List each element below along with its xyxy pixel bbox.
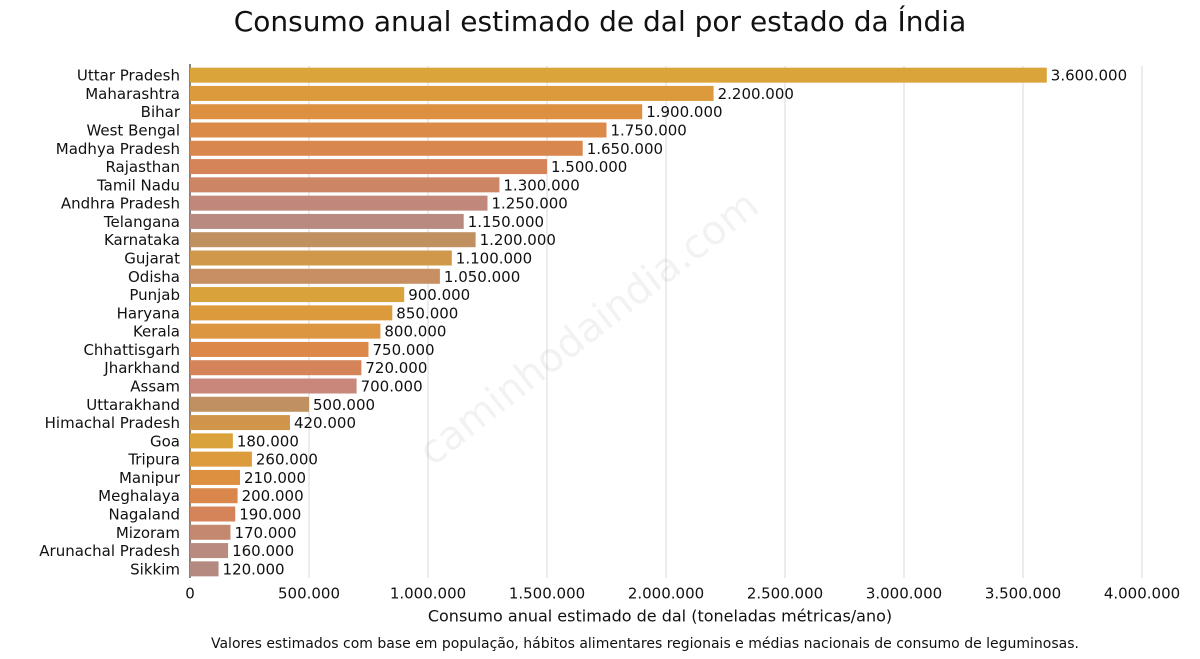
y-tick-label: Maharashtra [85,85,180,103]
x-tick-label: 2.500.000 [747,585,823,603]
bar [190,104,643,120]
y-tick-label: Tripura [127,451,180,469]
chart-title: Consumo anual estimado de dal por estado… [234,4,967,38]
bar [190,250,452,266]
bar [190,341,369,357]
y-tick-label: Odisha [128,268,180,286]
bar [190,543,229,559]
x-tick-label: 0 [185,585,195,603]
y-tick-label: Gujarat [124,250,180,268]
bar [190,195,488,211]
y-tick-label: Jharkhand [103,359,180,377]
y-tick-label: Haryana [117,304,180,322]
value-label: 120.000 [223,560,285,578]
bar [190,140,583,156]
bar [190,85,714,101]
value-label: 2.200.000 [718,85,794,103]
y-tick-label: Arunachal Pradesh [39,542,180,560]
y-tick-label: Kerala [133,323,180,341]
x-tick-label: 500.000 [278,585,340,603]
value-label: 1.200.000 [480,231,556,249]
bar [190,122,607,138]
bar [190,378,357,394]
value-label: 260.000 [256,451,318,469]
bar [190,433,233,449]
y-tick-label: Uttarakhand [86,396,180,414]
y-tick-label: Punjab [129,286,180,304]
value-label: 1.150.000 [468,213,544,231]
x-tick-label: 3.500.000 [985,585,1061,603]
value-label: 800.000 [384,323,446,341]
value-label: 420.000 [294,414,356,432]
value-label: 1.300.000 [503,176,579,194]
y-tick-label: Himachal Pradesh [45,414,180,432]
bar [190,415,290,431]
bar [190,488,238,504]
value-label: 200.000 [242,487,304,505]
bar [190,213,464,229]
bar [190,232,476,248]
bar [190,159,547,175]
bar [190,524,231,540]
value-label: 3.600.000 [1051,67,1127,85]
bar [190,469,240,485]
y-tick-label: Rajasthan [105,158,180,176]
bar [190,506,236,522]
bar [190,305,393,321]
value-label: 160.000 [232,542,294,560]
y-tick-label: West Bengal [86,122,180,140]
y-tick-label: Sikkim [130,560,180,578]
y-tick-label: Karnataka [104,231,180,249]
value-label: 170.000 [234,524,296,542]
value-label: 190.000 [239,506,301,524]
y-tick-label: Meghalaya [98,487,180,505]
bar [190,561,219,577]
bar [190,177,500,193]
bar [190,360,362,376]
y-tick-label: Uttar Pradesh [77,67,180,85]
x-tick-label: 1.500.000 [509,585,585,603]
x-tick-label: 1.000.000 [390,585,466,603]
bar [190,268,440,284]
x-tick-label: 2.000.000 [628,585,704,603]
bar [190,451,252,467]
value-label: 1.250.000 [492,195,568,213]
y-tick-label: Andhra Pradesh [61,195,180,213]
bar [190,396,309,412]
y-tick-label: Mizoram [116,524,180,542]
y-tick-label: Bihar [141,103,181,121]
value-label: 1.750.000 [611,122,687,140]
y-tick-label: Telangana [103,213,180,231]
value-label: 850.000 [396,304,458,322]
value-label: 1.500.000 [551,158,627,176]
y-tick-label: Madhya Pradesh [56,140,180,158]
bar [190,67,1047,83]
value-label: 900.000 [408,286,470,304]
watermark: caminhodaindia.com [410,182,767,475]
y-tick-label: Chhattisgarh [83,341,180,359]
value-label: 720.000 [365,359,427,377]
y-tick-label: Goa [150,432,180,450]
footnote: Valores estimados com base em população,… [211,636,1079,652]
value-label: 210.000 [244,469,306,487]
x-axis-label: Consumo anual estimado de dal (toneladas… [428,607,892,626]
y-tick-label: Manipur [119,469,181,487]
value-label: 1.100.000 [456,250,532,268]
value-label: 1.050.000 [444,268,520,286]
value-label: 750.000 [373,341,435,359]
y-tick-label: Assam [130,378,180,396]
y-tick-label: Tamil Nadu [96,176,180,194]
value-label: 500.000 [313,396,375,414]
value-label: 1.650.000 [587,140,663,158]
value-label: 180.000 [237,432,299,450]
value-label: 700.000 [361,378,423,396]
bar [190,287,405,303]
x-tick-label: 4.000.000 [1104,585,1180,603]
x-tick-label: 3.000.000 [866,585,942,603]
y-tick-label: Nagaland [108,506,180,524]
bar [190,323,381,339]
value-label: 1.900.000 [646,103,722,121]
